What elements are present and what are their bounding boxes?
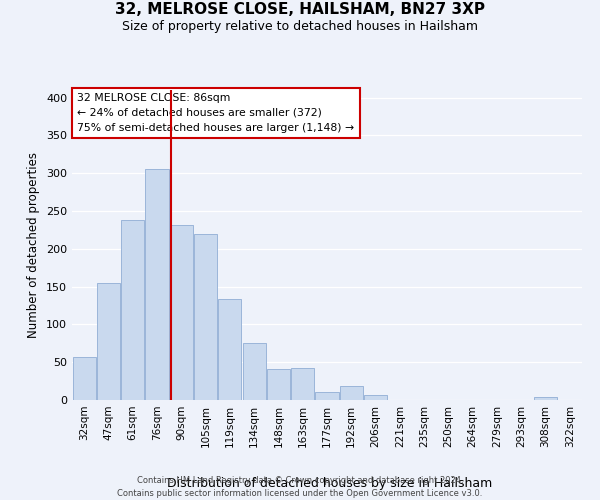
Bar (291, 368, 314, 400)
Bar (121, 220, 144, 400)
Bar (267, 369, 290, 400)
Bar (316, 392, 338, 400)
Text: Contains HM Land Registry data © Crown copyright and database right 2024.
Contai: Contains HM Land Registry data © Crown c… (118, 476, 482, 498)
Bar (145, 170, 169, 400)
Bar (97, 283, 120, 400)
Bar (170, 224, 193, 400)
Bar (340, 386, 363, 400)
Bar (364, 394, 387, 400)
Bar (218, 300, 241, 400)
Text: Size of property relative to detached houses in Hailsham: Size of property relative to detached ho… (122, 20, 478, 33)
Text: 32, MELROSE CLOSE, HAILSHAM, BN27 3XP: 32, MELROSE CLOSE, HAILSHAM, BN27 3XP (115, 2, 485, 18)
Text: 32 MELROSE CLOSE: 86sqm
← 24% of detached houses are smaller (372)
75% of semi-d: 32 MELROSE CLOSE: 86sqm ← 24% of detache… (77, 93, 354, 132)
Y-axis label: Number of detached properties: Number of detached properties (28, 152, 40, 338)
Bar (242, 342, 266, 400)
Text: Distribution of detached houses by size in Hailsham: Distribution of detached houses by size … (167, 477, 493, 490)
Bar (73, 357, 95, 400)
Bar (194, 234, 217, 400)
Bar (534, 397, 557, 400)
